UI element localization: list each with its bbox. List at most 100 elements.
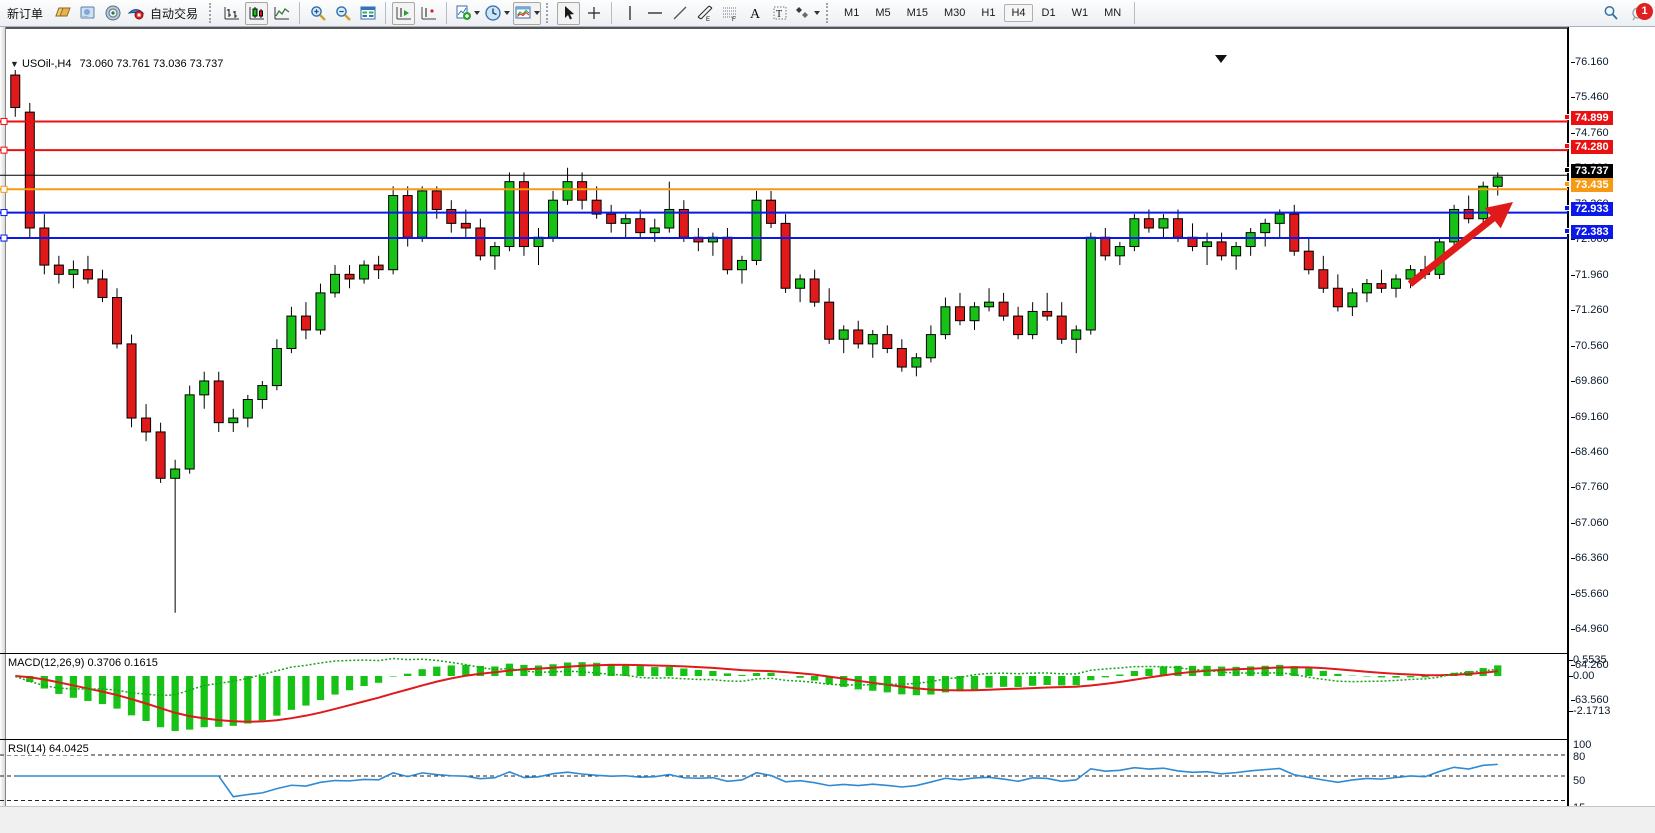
macd-tick: 0.5535 — [1569, 654, 1607, 666]
status-bar — [0, 806, 1655, 833]
candle-body — [1056, 315, 1067, 340]
price-marker-support-2[interactable]: 72.383 — [1571, 225, 1613, 239]
candle-body — [1042, 310, 1053, 317]
bar-chart-icon[interactable] — [220, 2, 243, 25]
price-marker-support-1[interactable]: 72.933 — [1571, 202, 1613, 216]
chart-scroll-strip[interactable] — [0, 27, 6, 813]
shift-end-icon[interactable] — [417, 2, 440, 25]
marker-handle[interactable] — [1564, 205, 1570, 211]
label-icon[interactable]: T — [768, 2, 791, 25]
candle-body — [736, 259, 747, 271]
timeframe-w1[interactable]: W1 — [1071, 7, 1089, 19]
price-marker-resistance-1[interactable]: 74.899 — [1571, 111, 1613, 125]
timeframe-h1[interactable]: H1 — [981, 7, 996, 19]
fibonacci-icon[interactable]: F — [718, 2, 741, 25]
candle-body — [300, 315, 311, 331]
hline-handle[interactable] — [0, 117, 8, 125]
chevron-down-icon-4[interactable] — [814, 11, 821, 15]
hline-handle[interactable] — [0, 234, 8, 242]
price-marker-resistance-2[interactable]: 74.280 — [1571, 140, 1613, 154]
candle-body — [1274, 213, 1285, 224]
marker-handle[interactable] — [1564, 143, 1570, 149]
chevron-down-icon-chart[interactable]: ▼ — [10, 59, 19, 69]
candle-body — [925, 334, 936, 359]
candle-body — [1376, 283, 1387, 289]
price-tick: 66.360 — [1571, 552, 1609, 564]
price-marker-last-price[interactable]: 73.737 — [1571, 164, 1613, 178]
timeframe-d1[interactable]: D1 — [1041, 7, 1056, 19]
timeframe-h4[interactable]: H4 — [1004, 4, 1033, 22]
chevron-down-icon-2[interactable] — [504, 11, 511, 15]
period-icon[interactable] — [483, 2, 511, 25]
bullish-arrow[interactable] — [1407, 202, 1513, 287]
hline-handle[interactable] — [0, 185, 8, 193]
rsi-line — [15, 763, 1498, 798]
candle-body — [984, 301, 995, 308]
shapes-icon[interactable] — [793, 2, 821, 25]
candle-body — [170, 468, 181, 479]
candle-body — [1100, 236, 1111, 257]
macd-title: MACD(12,26,9) 0.3706 0.1615 — [6, 657, 160, 669]
timeframe-m5[interactable]: M5 — [875, 7, 891, 19]
timeframe-m1[interactable]: M1 — [844, 7, 860, 19]
marker-handle[interactable] — [1564, 228, 1570, 234]
candlestick-chart-icon[interactable] — [245, 1, 269, 25]
trendline-icon[interactable] — [668, 2, 691, 25]
search-icon[interactable] — [1599, 2, 1622, 25]
rsi-tick: 100 — [1573, 739, 1592, 751]
line-chart-icon[interactable] — [270, 2, 293, 25]
candle-body — [678, 208, 689, 238]
timeframe-m15[interactable]: M15 — [906, 7, 928, 19]
new-order-button[interactable]: 新订单 — [1, 2, 49, 25]
chart-canvas[interactable] — [0, 27, 1568, 813]
zoom-out-icon[interactable] — [331, 2, 354, 25]
chart-window[interactable]: ▼ USOil-,H4 73.060 73.761 73.036 73.737 … — [0, 27, 1655, 833]
profile-icon[interactable] — [76, 2, 99, 25]
candle-body — [97, 278, 108, 299]
shift-start-icon[interactable] — [392, 1, 416, 25]
signals-icon[interactable] — [101, 2, 124, 25]
price-tick: 69.160 — [1571, 411, 1609, 423]
equidistant-channel-icon[interactable]: E — [693, 2, 716, 25]
candle-body — [1303, 250, 1314, 271]
price-tick: 65.660 — [1571, 588, 1609, 600]
candle-body — [882, 334, 893, 350]
candle-body — [184, 394, 195, 470]
price-scale[interactable]: 76.16075.46074.76074.06073.36072.66071.9… — [1564, 27, 1655, 814]
price-tick: 71.960 — [1571, 269, 1609, 281]
candle-body — [518, 181, 529, 248]
price-marker-pivot-line[interactable]: 73.435 — [1571, 178, 1613, 192]
crosshair-icon[interactable] — [582, 2, 605, 25]
indicators-icon[interactable] — [453, 2, 481, 25]
hline-handle[interactable] — [0, 146, 8, 154]
text-icon[interactable]: A — [743, 2, 766, 25]
chevron-down-icon[interactable] — [474, 11, 481, 15]
data-window-icon[interactable] — [356, 2, 379, 25]
alerts-button[interactable]: 1 — [1624, 2, 1654, 25]
candle-body — [213, 380, 224, 424]
marker-handle[interactable] — [1564, 114, 1570, 120]
pane-divider-macd — [0, 653, 1568, 654]
templates-icon[interactable] — [513, 1, 542, 25]
vline-icon[interactable] — [618, 2, 641, 25]
timeframe-mn[interactable]: MN — [1104, 7, 1122, 19]
autotrade-button[interactable]: 自动交易 — [126, 2, 204, 25]
candle-body — [39, 227, 50, 266]
zoom-in-icon[interactable] — [306, 2, 329, 25]
candle-body — [1129, 218, 1140, 248]
candle-body — [1318, 269, 1329, 289]
candle-body — [1347, 292, 1358, 308]
marker-handle[interactable] — [1564, 181, 1570, 187]
candle-body — [1449, 208, 1460, 243]
timeframe-m30[interactable]: M30 — [944, 7, 966, 19]
chevron-down-icon-3[interactable] — [534, 11, 541, 15]
toolbar-divider-3 — [446, 2, 448, 24]
candle-body — [431, 190, 442, 210]
hline-handle[interactable] — [0, 209, 8, 217]
folder-icon[interactable] — [51, 2, 74, 25]
candle-body — [649, 227, 660, 234]
hline-icon[interactable] — [643, 2, 666, 25]
chart-top-handle[interactable] — [1215, 55, 1227, 63]
marker-handle[interactable] — [1564, 167, 1570, 173]
cursor-icon[interactable] — [557, 1, 581, 25]
